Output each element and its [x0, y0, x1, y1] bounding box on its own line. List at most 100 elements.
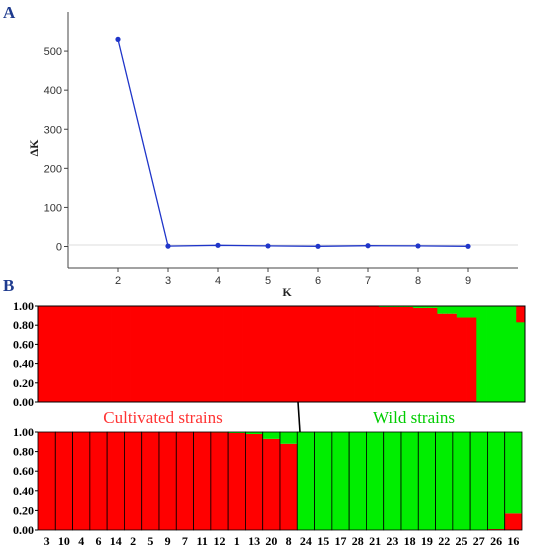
ancestry-red-segment [150, 306, 156, 402]
strain-bar-red [262, 438, 280, 530]
ancestry-red-segment [451, 313, 458, 402]
strain-id-label: 21 [369, 534, 381, 548]
ancestry-red-segment [447, 313, 453, 402]
ancestry-red-segment [315, 306, 321, 402]
ancestry-red-segment [296, 306, 302, 402]
ancestry-red-segment [262, 306, 268, 402]
ancestry-red-segment [339, 306, 346, 402]
strain-bar-green [228, 432, 246, 433]
ancestry-red-segment [369, 306, 375, 402]
ancestry-red-segment [111, 306, 117, 402]
strain-id-label: 11 [197, 534, 208, 548]
x-tick-label: 2 [115, 275, 121, 287]
strain-bar-red [487, 529, 505, 530]
delta-k-points [115, 36, 471, 249]
ancestry-red-segment [466, 317, 472, 402]
ancestry-red-segment [403, 306, 409, 402]
ancestry-red-segment [125, 306, 131, 402]
x-tick-label: 9 [465, 275, 471, 287]
strain-bar-red [504, 513, 522, 530]
strain-bar-green [280, 432, 298, 444]
ancestry-red-segment [179, 306, 185, 402]
ancestry-green-segment [417, 306, 424, 308]
data-point [215, 242, 221, 248]
ancestry-red-segment [427, 307, 433, 402]
strain-bar-red [280, 443, 298, 530]
strain-id-label: 7 [182, 534, 188, 548]
y-tick-label: 1.00 [13, 299, 34, 313]
ancestry-green-segment [505, 306, 511, 402]
ancestry-red-segment [140, 306, 146, 402]
strain-id-label: 14 [110, 534, 122, 548]
ancestry-red-segment [184, 306, 190, 402]
ancestry-red-segment [286, 306, 292, 402]
ancestry-red-segment [237, 306, 243, 402]
strain-bar-green [487, 432, 505, 530]
y-tick-label: 0.40 [13, 484, 34, 498]
x-tick-label: 8 [415, 275, 421, 287]
ancestry-red-segment [223, 306, 229, 402]
strain-id-label: 5 [147, 534, 153, 548]
ancestry-red-segment [213, 306, 219, 402]
ancestry-green-segment [476, 306, 482, 402]
ancestry-red-segment [115, 306, 122, 402]
strain-id-labels: 3 10 4 6 14 2 5 9 7 11 12 1 13 20 8 24 15 17 28 21 23 18 19 22 2… [44, 534, 520, 548]
y-axis-title: ΔK [27, 139, 41, 157]
ancestry-red-segment [335, 306, 341, 402]
strain-bar-green [435, 432, 453, 530]
ancestry-red-segment [47, 306, 54, 402]
ancestry-red-segment [456, 317, 463, 402]
delta-k-line-chart: 0 100 200 300 400 500 2 3 4 5 6 7 8 9 ΔK K [27, 12, 518, 299]
x-axis-title: K [282, 285, 292, 299]
y-tick-label: 0 [56, 242, 62, 254]
ancestry-red-segment [310, 306, 316, 402]
ancestry-red-segment [378, 306, 385, 402]
ancestry-red-segment [38, 306, 44, 402]
strain-bar-red [124, 432, 142, 530]
y-tick-label: 400 [44, 85, 62, 97]
ancestry-red-segment [388, 306, 394, 402]
strain-id-label: 20 [265, 534, 277, 548]
y-tick-label: 0.40 [13, 357, 34, 371]
x-axis-ticks: 2 3 4 5 6 7 8 9 [115, 268, 471, 287]
y-tick-label: 300 [44, 124, 62, 136]
ancestry-red-segment [325, 306, 331, 402]
strain-id-label: 26 [490, 534, 502, 548]
structure-bottom-y-ticks: 0.00 0.20 0.40 0.60 0.80 1.00 [13, 425, 38, 537]
y-tick-label: 500 [44, 46, 62, 58]
ancestry-red-cap [516, 306, 525, 323]
strain-bar-green [314, 432, 332, 530]
strain-id-label: 2 [130, 534, 136, 548]
strain-bar-red [176, 432, 194, 530]
ancestry-green-segment [471, 306, 477, 318]
strain-id-label: 24 [300, 534, 312, 548]
strain-bar-green [297, 432, 315, 530]
ancestry-red-segment [203, 306, 209, 402]
ancestry-green-segment [456, 306, 463, 318]
ancestry-red-segment [154, 306, 161, 402]
ancestry-green-segment [432, 306, 438, 308]
ancestry-green-segment [461, 306, 467, 318]
ancestry-green-segment [466, 306, 472, 318]
ancestry-red-segment [135, 306, 141, 402]
ancestry-red-segment [72, 306, 78, 402]
ancestry-red-segment [442, 313, 448, 402]
strain-id-label: 27 [473, 534, 485, 548]
ancestry-red-segment [91, 306, 97, 402]
strain-bar-green [452, 432, 471, 530]
ancestry-red-segment [101, 306, 107, 402]
ancestry-red-segment [252, 306, 258, 402]
strain-id-label: 12 [214, 534, 226, 548]
ancestry-red-segment [247, 306, 253, 402]
ancestry-red-segment [320, 306, 326, 402]
strain-bar-green [262, 432, 280, 439]
ancestry-red-segment [417, 307, 424, 402]
y-tick-label: 0.00 [13, 395, 34, 409]
strain-bar-red [159, 432, 177, 530]
ancestry-red-segment [432, 307, 438, 402]
ancestry-green-segment [490, 306, 497, 402]
ancestry-red-segment [266, 306, 273, 402]
data-point [165, 243, 171, 249]
y-tick-label: 0.80 [13, 445, 34, 459]
strain-id-label: 23 [386, 534, 398, 548]
